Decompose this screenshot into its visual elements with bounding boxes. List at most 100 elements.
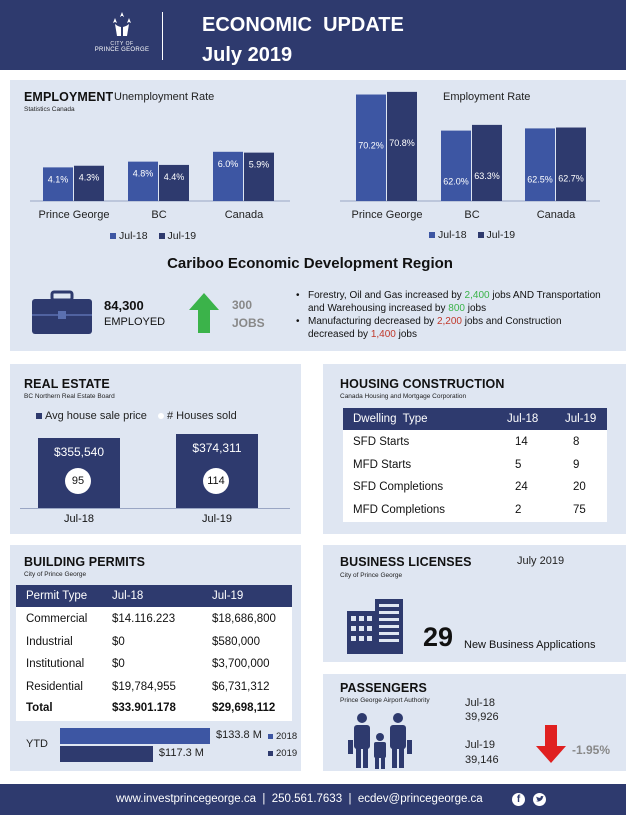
- x-tick-label: Canada: [537, 209, 576, 221]
- permits-header-jul19: Jul-19: [212, 590, 244, 602]
- bar-jul-18-bc: [441, 130, 471, 201]
- permits-table-cell: Commercial: [26, 613, 88, 625]
- permits-title: BUILDING PERMITS: [24, 554, 146, 570]
- housing-table-cell: 8: [573, 436, 580, 448]
- bar-jul-18-bc: [128, 161, 158, 201]
- passengers-title: PASSENGERS: [340, 680, 427, 696]
- permits-total-jul18: $33.901.178: [112, 702, 176, 714]
- housing-table-cell: MFD Completions: [353, 503, 446, 516]
- employed-label: EMPLOYED: [104, 316, 166, 328]
- briefcase-icon: [32, 290, 92, 334]
- permits-total-label: Total: [26, 702, 53, 714]
- legend-swatch-2018: [268, 733, 273, 739]
- real-estate-period-label: Jul-19: [202, 513, 232, 525]
- housing-table: Dwelling Type Jul-18 Jul-19 SFD Starts 14…: [343, 408, 607, 522]
- legend-label-2019: 2019: [276, 748, 298, 759]
- legend-label-jul18: Jul-18: [119, 230, 148, 242]
- ytd-bar-2019: [60, 746, 153, 762]
- x-tick-label: BC: [151, 209, 166, 221]
- permits-table-cell: $18,686,800: [212, 613, 276, 625]
- licenses-count-label: New Business Applications: [464, 639, 596, 651]
- permits-table-cell: $6,731,312: [212, 680, 270, 693]
- permits-table-cell: $0: [112, 635, 125, 648]
- bar-jul-18-prince-george: [356, 94, 386, 201]
- licenses-source: City of Prince George: [340, 572, 403, 579]
- permits-total-jul19: $29,698,112: [212, 702, 276, 714]
- housing-header-type: Dwelling Type: [353, 413, 428, 425]
- bar-value-label: 70.8%: [389, 138, 415, 148]
- housing-table-cell: SFD Starts: [353, 436, 410, 448]
- employment-chart-title: Employment Rate: [443, 91, 531, 103]
- bar-jul-18-canada: [213, 151, 243, 201]
- permits-table-cell: Industrial: [26, 635, 73, 648]
- unemployment-legend: Jul-18 Jul-19: [110, 230, 196, 242]
- permits-table-cell: $19,784,955: [112, 680, 176, 693]
- bar-value-label: 62.5%: [527, 174, 553, 184]
- employment-panel: EMPLOYMENT Statistics Canada Unemploymen…: [10, 80, 626, 351]
- bar-value-label: 62.7%: [558, 174, 584, 184]
- page-subtitle: July 2019: [202, 44, 293, 66]
- permits-table-cell: $14.116.223: [112, 613, 176, 625]
- housing-panel: HOUSING CONSTRUCTION Canada Housing and …: [323, 364, 626, 534]
- legend-swatch-jul19: [477, 232, 484, 239]
- housing-source: Canada Housing and Mortgage Corporation: [340, 393, 467, 400]
- housing-header-jul18: Jul-18: [507, 413, 539, 425]
- housing-table-cell: 5: [515, 458, 522, 471]
- housing-table-cell: 9: [573, 458, 580, 471]
- x-tick-label: Prince George: [39, 209, 110, 221]
- housing-table-cell: 75: [573, 503, 586, 516]
- bar-jul-19-prince-george: [387, 91, 417, 201]
- licenses-panel: BUSINESS LICENSES City of Prince George …: [323, 545, 626, 662]
- ytd-label: YTD: [26, 738, 48, 750]
- real-estate-panel: REAL ESTATE BC Northern Real Estate Boar…: [10, 364, 301, 534]
- twitter-icon[interactable]: [533, 793, 546, 806]
- passengers-panel: PASSENGERS Prince George Airport Authori…: [323, 674, 626, 771]
- footer-contact[interactable]: www.investprincegeorge.ca | 250.561.7633…: [116, 793, 483, 805]
- up-arrow-icon: [189, 293, 219, 333]
- real-estate-source: BC Northern Real Estate Board: [24, 393, 115, 400]
- housing-table-cell: SFD Completions: [353, 481, 444, 493]
- ytd-value-2019: $117.3 M: [158, 747, 204, 759]
- permits-table-header: [16, 585, 292, 607]
- passengers-jul19-value: 39,146: [465, 754, 499, 766]
- bar-value-label: 6.0%: [218, 159, 239, 169]
- x-tick-label: BC: [464, 209, 479, 221]
- houses-sold-badge: 114: [203, 468, 229, 494]
- legend-swatch-2019: [268, 750, 273, 756]
- real-estate-price: $374,311: [192, 441, 242, 456]
- employed-value: 84,300: [104, 298, 144, 313]
- legend-label-sold: # Houses sold: [166, 410, 237, 422]
- permits-table: Permit Type Jul-18 Jul-19 Total $33.901.…: [16, 585, 292, 721]
- bar-value-label: 4.4%: [164, 172, 185, 182]
- housing-header-jul19: Jul-19: [565, 413, 597, 425]
- x-tick-label: Prince George: [352, 209, 423, 221]
- ytd-value-2018: $133.8 M: [216, 729, 262, 741]
- bar-jul-18-canada: [525, 128, 555, 201]
- facebook-icon[interactable]: f: [512, 793, 525, 806]
- footer-bar: www.investprincegeorge.ca | 250.561.7633…: [0, 784, 626, 815]
- licenses-period: July 2019: [517, 555, 565, 567]
- housing-title: HOUSING CONSTRUCTION: [340, 376, 505, 392]
- licenses-count: 29: [423, 622, 454, 652]
- cariboo-title: Cariboo Economic Development Region: [167, 255, 453, 272]
- passengers-family-icon: [348, 713, 412, 769]
- header-bar: CITY OF PRINCE GEORGE ECONOMIC UPDATE Ju…: [0, 0, 626, 70]
- employment-chart: 70.2% 70.8% Prince George 62.0% 63.3% BC 62.5%…: [340, 91, 600, 221]
- permits-header-type: Permit Type: [26, 590, 88, 602]
- ytd-legend-2018: 2018: [268, 731, 297, 742]
- legend-swatch-jul18: [110, 233, 116, 240]
- logo-line2: PRINCE GEORGE: [94, 47, 150, 53]
- employment-title: EMPLOYMENT: [24, 89, 114, 105]
- ytd-bar-2018: [60, 728, 210, 744]
- crown-icon: [113, 12, 131, 36]
- ytd-legend-2019: 2019: [268, 748, 297, 759]
- real-estate-title: REAL ESTATE: [24, 376, 110, 392]
- legend-swatch-sold: [157, 413, 164, 420]
- permits-table-cell: Institutional: [26, 658, 85, 670]
- bullet-item: • Forestry, Oil and Gas increased by 2,4…: [296, 290, 601, 314]
- x-tick-label: Canada: [225, 209, 264, 221]
- jobs-label: JOBS: [232, 316, 265, 330]
- permits-panel: BUILDING PERMITS City of Prince George P…: [10, 545, 301, 771]
- bar-jul-19-canada: [244, 152, 274, 201]
- bar-value-label: 62.0%: [443, 177, 469, 187]
